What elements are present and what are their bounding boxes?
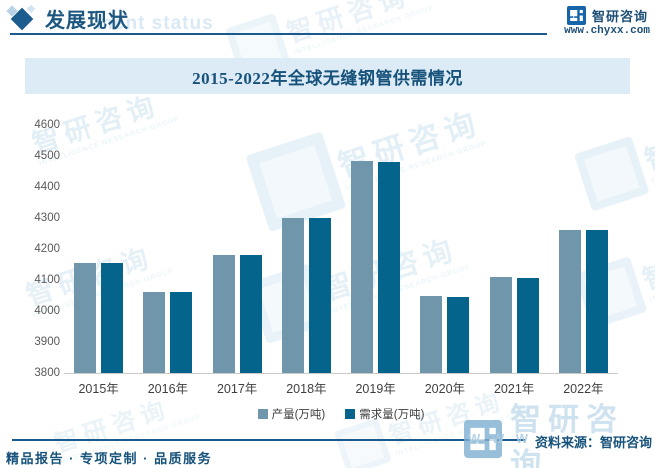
bar-group — [341, 125, 410, 373]
legend-swatch-icon — [345, 409, 356, 419]
y-tick-label: 4300 — [34, 212, 60, 224]
bar — [351, 160, 374, 373]
brand-block: 智研咨询 — [566, 6, 648, 25]
y-axis: 3800 3900 4000 4100 4200 4300 4400 4500 4600 — [26, 119, 60, 379]
bar — [447, 297, 470, 373]
x-axis-labels: 2015年 2016年 2017年 2018年 2019年 2020年 2021年 2022年 — [64, 378, 618, 397]
y-tick-label: 4200 — [34, 243, 60, 255]
bar-group — [133, 125, 202, 373]
bar — [378, 162, 401, 373]
y-tick-label: 4500 — [34, 150, 60, 162]
watermark-brand-text: 智研咨询 — [639, 225, 655, 296]
bar — [516, 278, 539, 373]
bar-group — [410, 125, 479, 373]
legend: 产量(万吨) 需求量(万吨) — [64, 406, 618, 422]
y-tick-label: 3800 — [34, 367, 60, 379]
section-title: 发展现状 — [45, 10, 129, 32]
bar — [239, 255, 262, 373]
bar — [74, 262, 97, 373]
bar-group — [549, 125, 618, 373]
y-tick-label: 4400 — [34, 181, 60, 193]
watermark-sub-text: INTELLIGENCE RESEARCH GROUP — [648, 252, 655, 304]
watermark-brand-text: 智研咨询 — [282, 0, 414, 49]
bar — [281, 218, 304, 373]
legend-item: 需求量(万吨) — [345, 406, 424, 422]
bar — [170, 292, 193, 373]
x-tick-label: 2017年 — [216, 382, 258, 396]
bar — [212, 255, 235, 373]
watermark-brand-text: 智研咨询 — [641, 106, 655, 176]
bar-group — [272, 125, 341, 373]
diamond-bullet-icon — [6, 4, 36, 32]
x-tick-label: 2022年 — [563, 382, 604, 396]
x-tick-label: 2020年 — [424, 382, 466, 396]
header-left: 发展现状 — [6, 4, 129, 33]
x-tick-label: 2018年 — [286, 382, 327, 396]
legend-item: 产量(万吨) — [257, 406, 326, 422]
x-tick-label: 2015年 — [78, 382, 119, 396]
watermark-logo-icon — [333, 417, 392, 468]
chart-title: 2015-2022年全球无缝钢管供需情况 — [192, 68, 463, 88]
bar-group — [64, 125, 133, 373]
y-tick-label: 4600 — [34, 119, 60, 131]
bar — [558, 230, 581, 373]
bar — [308, 218, 331, 373]
chart-title-band: 2015-2022年全球无缝钢管供需情况 — [25, 58, 630, 94]
plot-area — [64, 125, 618, 374]
footer-divider — [12, 439, 525, 441]
bar-group — [203, 125, 272, 373]
bar — [489, 276, 512, 373]
bar-group — [480, 125, 549, 373]
legend-swatch-icon — [257, 409, 268, 419]
data-source-label: 资料来源：智研咨询 — [534, 435, 652, 450]
y-tick-label: 4100 — [34, 274, 60, 286]
brand-url: www.chyxx.com — [564, 25, 650, 37]
watermark-sub-text: INTELLIGENCE RESEARCH GROUP — [650, 132, 655, 185]
x-tick-label: 2016年 — [147, 382, 189, 396]
header-subtitle-en-watermark: ment status — [96, 13, 214, 34]
bar — [101, 262, 124, 373]
legend-label: 需求量(万吨) — [359, 409, 425, 421]
watermark-sub-text: INTELLIGENCE RESEARCH GROUP — [292, 4, 435, 57]
y-tick-label: 3900 — [34, 336, 60, 348]
x-tick-label: 2021年 — [493, 382, 535, 396]
bar — [420, 295, 443, 373]
header-divider — [10, 33, 547, 35]
chyxx-logo-icon — [566, 6, 586, 25]
y-tick-label: 4000 — [34, 305, 60, 317]
brand-name: 智研咨询 — [591, 9, 648, 24]
footer-tagline: 精品报告 · 专项定制 · 品质服务 — [6, 451, 213, 466]
bar — [585, 230, 608, 373]
x-tick-label: 2019年 — [355, 382, 396, 396]
bar — [143, 292, 166, 373]
legend-label: 产量(万吨) — [271, 409, 326, 421]
diamond-tiny-icon — [26, 4, 36, 13]
